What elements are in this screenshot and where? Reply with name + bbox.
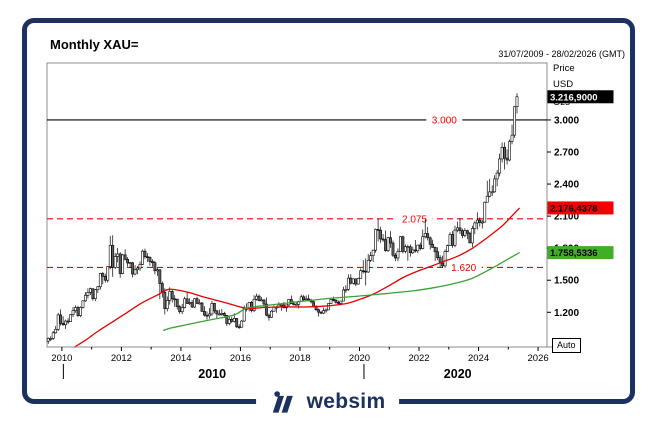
- brand-name: websim: [306, 390, 386, 413]
- ma-red: [73, 207, 521, 349]
- ma-green: [162, 252, 520, 332]
- year-tick-label: 2020: [349, 353, 370, 364]
- decade-label: 2010: [198, 367, 226, 381]
- brand-footer: websim: [255, 386, 400, 418]
- time-axis[interactable]: 2010 2012 2014 2016 2018 2020 2022 2024 2026 2010…: [47, 346, 566, 381]
- price-tick-label: 2.400: [554, 180, 579, 191]
- price-tick-label: 2.100: [554, 212, 579, 223]
- year-tick-label: 2014: [170, 353, 191, 364]
- price-axis[interactable]: 3.0002.7002.4002.1001.8001.5001.200Price…: [547, 63, 614, 319]
- websim-logo-icon: [272, 391, 293, 413]
- price-badge: [547, 246, 614, 260]
- price-badge-label: 2.176,4378: [550, 203, 598, 214]
- price-badge: [547, 201, 614, 215]
- date-range: 31/07/2009 - 28/02/2026 (GMT): [498, 49, 625, 59]
- year-tick-label: 2018: [289, 353, 310, 364]
- axis-unit-label: USD: [553, 79, 573, 90]
- year-tick-label: 2024: [468, 353, 489, 364]
- level-label: 2.075: [402, 214, 427, 225]
- candlestick-series: [46, 93, 519, 344]
- level-label: 1.620: [451, 263, 476, 274]
- price-level-lines: 3.000 2.075 1.620: [47, 113, 547, 274]
- year-tick-label: 2010: [51, 353, 72, 364]
- decade-label: 2020: [444, 367, 472, 381]
- chart-title: Monthly XAU=: [50, 37, 139, 52]
- price-badge-label: 1.758,5336: [550, 248, 598, 259]
- year-tick-label: 2026: [528, 353, 549, 364]
- year-tick-label: 2016: [230, 353, 251, 364]
- price-badge-label: 3.216,9000: [550, 92, 598, 103]
- auto-scale-button[interactable]: Auto: [552, 338, 581, 353]
- year-tick-label: 2012: [111, 353, 132, 364]
- price-tick-label: 1.500: [554, 276, 579, 287]
- level-label: 3.000: [432, 115, 457, 126]
- year-tick-label: 2022: [408, 353, 429, 364]
- axis-unit-label: Price: [553, 63, 575, 74]
- price-tick-label: 2.700: [554, 148, 579, 159]
- price-tick-label: 3.000: [554, 115, 579, 126]
- price-badge: [547, 90, 614, 104]
- price-tick-label: 1.200: [554, 308, 579, 319]
